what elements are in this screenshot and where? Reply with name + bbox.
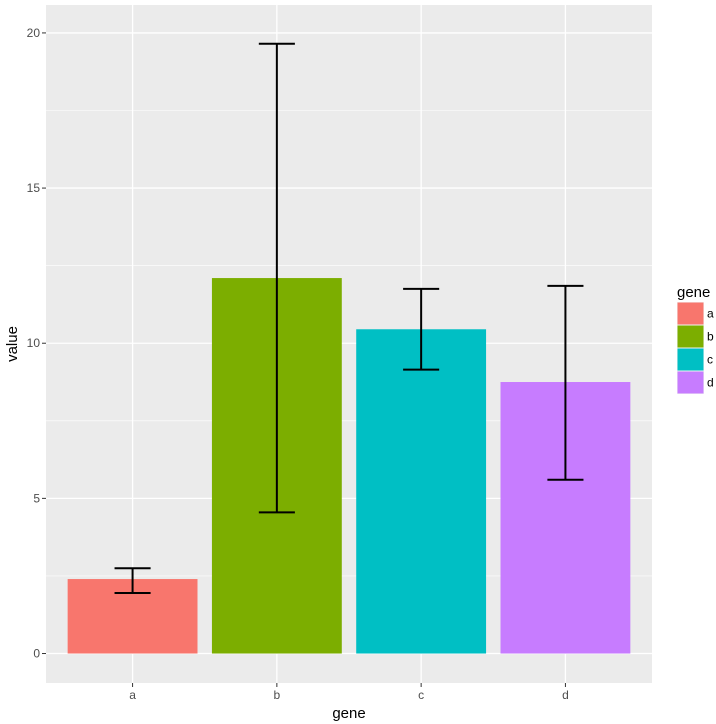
y-tick-label: 10 [27,336,41,350]
legend-label: b [707,330,714,344]
y-tick-label: 15 [27,181,41,195]
legend-key-a [677,302,704,325]
error-bars [114,42,584,595]
legend-key-b [677,325,704,348]
y-tick-label: 0 [33,647,40,661]
x-tick-label: c [418,688,424,702]
x-axis: a b c d [129,683,569,702]
legend-key-d [677,371,704,394]
legend-key-c [677,348,704,371]
y-axis-title: value [4,326,21,362]
legend-label: a [707,307,714,321]
legend-label: c [707,353,713,367]
legend-label: d [707,376,714,390]
x-tick-label: b [274,688,281,702]
bar-c [356,329,487,654]
y-axis: 0 5 10 15 20 [27,26,46,661]
x-axis-title: gene [332,705,365,722]
y-tick-label: 20 [27,26,41,40]
x-tick-label: d [562,688,569,702]
y-tick-label: 5 [33,491,40,505]
legend-title: gene [677,284,710,301]
x-tick-label: a [129,688,136,702]
